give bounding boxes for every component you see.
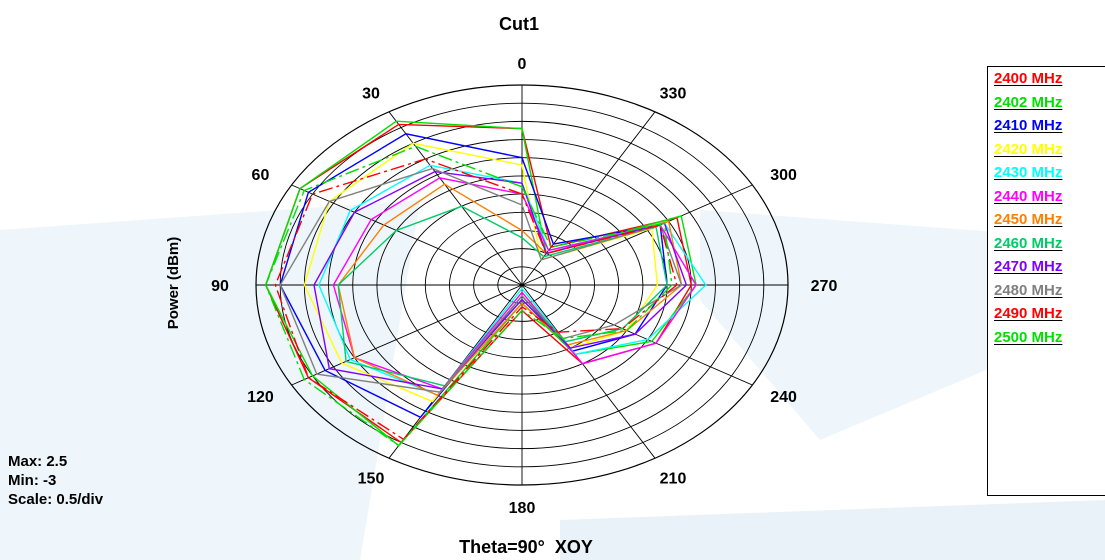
chart-title: Cut1: [499, 14, 539, 34]
angle-tick-label: 270: [811, 278, 838, 295]
grid-spoke: [291, 184, 523, 286]
grid-spoke: [521, 284, 656, 459]
legend-item: 2420 MHz: [994, 140, 1063, 158]
legend-item: 2500 MHz: [994, 328, 1063, 346]
polar-grid: [255, 84, 789, 486]
angle-tick-label: 120: [247, 389, 274, 406]
series-line: [279, 167, 683, 393]
angle-tick-label: 300: [770, 167, 797, 184]
watermark-stroke-bottom: [560, 500, 1105, 560]
series-layer: [264, 120, 707, 447]
legend-item: 2410 MHz: [994, 117, 1063, 134]
angle-tick-label: 330: [660, 86, 687, 103]
x-axis-label: Theta=90° XOY: [459, 537, 593, 557]
scale-value: Scale: 0.5/div: [8, 491, 104, 508]
legend: 2400 MHz 2402 MHz 2410 MHz 2420 MHz 2430 MHz…: [987, 66, 1105, 496]
angle-labels: 0 30 60 90 120 150 180 210 240 270 300 330: [211, 56, 837, 517]
legend-item: 2430 MHz: [994, 164, 1063, 181]
legend-item: 2440 MHz: [994, 187, 1063, 205]
angle-tick-label: 210: [660, 470, 687, 487]
grid-spoke: [388, 111, 523, 286]
grid-spoke: [521, 184, 753, 286]
legend-item: 2460 MHz: [994, 234, 1063, 252]
angle-tick-label: 180: [509, 500, 536, 517]
series-line: [274, 158, 678, 441]
series-line: [264, 145, 673, 447]
angle-tick-label: 60: [252, 167, 270, 184]
angle-tick-label: 30: [362, 86, 380, 103]
angle-tick-label: 90: [211, 278, 229, 295]
legend-item: 2400 MHz: [994, 70, 1063, 87]
y-axis-label: Power (dBm): [165, 237, 182, 330]
legend-item: 2402 MHz: [994, 93, 1063, 111]
angle-tick-label: 240: [770, 389, 797, 406]
legend-item: 2470 MHz: [994, 258, 1063, 275]
angle-tick-label: 0: [518, 56, 527, 73]
series-line: [337, 183, 683, 397]
legend-item: 2450 MHz: [994, 211, 1063, 228]
max-value: Max: 2.5: [8, 453, 68, 470]
min-value: Min: -3: [8, 472, 57, 489]
legend-item: 2480 MHz: [994, 281, 1063, 299]
legend-item: 2490 MHz: [994, 305, 1063, 322]
grid-spoke: [521, 284, 753, 386]
stats-block: Max: 2.5 Min: -3 Scale: 0.5/div: [8, 452, 103, 509]
angle-tick-label: 150: [358, 470, 385, 487]
